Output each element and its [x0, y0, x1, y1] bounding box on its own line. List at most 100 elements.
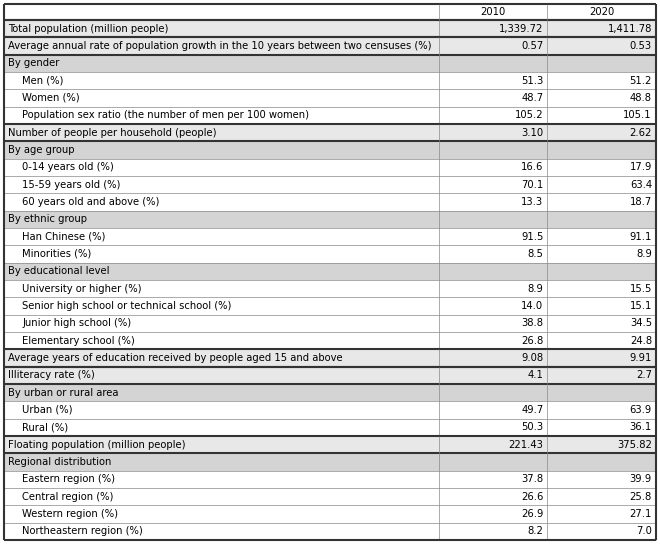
Text: 18.7: 18.7 [630, 197, 652, 207]
Text: 63.4: 63.4 [630, 180, 652, 190]
Bar [4, 453, 656, 471]
Bar [4, 141, 656, 159]
Text: 27.1: 27.1 [630, 509, 652, 519]
Bar [4, 280, 656, 298]
Text: 51.2: 51.2 [630, 76, 652, 85]
Text: 48.7: 48.7 [521, 93, 543, 103]
Text: 3.10: 3.10 [521, 128, 543, 138]
Text: 8.9: 8.9 [527, 283, 543, 294]
Text: Illiteracy rate (%): Illiteracy rate (%) [8, 370, 95, 380]
Text: 51.3: 51.3 [521, 76, 543, 85]
Bar [4, 436, 656, 453]
Text: 1,339.72: 1,339.72 [499, 24, 543, 34]
Text: 26.8: 26.8 [521, 336, 543, 345]
Text: Total population (million people): Total population (million people) [8, 24, 168, 34]
Text: Average years of education received by people aged 15 and above: Average years of education received by p… [8, 353, 343, 363]
Text: Rural (%): Rural (%) [22, 422, 69, 432]
Bar [4, 263, 656, 280]
Text: 13.3: 13.3 [521, 197, 543, 207]
Bar [4, 523, 656, 540]
Text: 2.7: 2.7 [636, 370, 652, 380]
Bar [4, 176, 656, 193]
Bar [4, 384, 656, 401]
Text: 2.62: 2.62 [630, 128, 652, 138]
Text: 50.3: 50.3 [521, 422, 543, 432]
Text: Northeastern region (%): Northeastern region (%) [22, 527, 143, 536]
Text: 1,411.78: 1,411.78 [608, 24, 652, 34]
Text: 49.7: 49.7 [521, 405, 543, 415]
Text: 15.5: 15.5 [630, 283, 652, 294]
Text: Urban (%): Urban (%) [22, 405, 73, 415]
Text: Elementary school (%): Elementary school (%) [22, 336, 135, 345]
Text: 4.1: 4.1 [527, 370, 543, 380]
Text: 15.1: 15.1 [630, 301, 652, 311]
Text: Average annual rate of population growth in the 10 years between two censuses (%: Average annual rate of population growth… [8, 41, 432, 51]
Text: 8.2: 8.2 [527, 527, 543, 536]
Bar [4, 38, 656, 54]
Text: 36.1: 36.1 [630, 422, 652, 432]
Text: 38.8: 38.8 [521, 318, 543, 329]
Text: 34.5: 34.5 [630, 318, 652, 329]
Text: University or higher (%): University or higher (%) [22, 283, 142, 294]
Text: 16.6: 16.6 [521, 162, 543, 172]
Text: 26.6: 26.6 [521, 492, 543, 502]
Text: 60 years old and above (%): 60 years old and above (%) [22, 197, 160, 207]
Text: 221.43: 221.43 [508, 440, 543, 450]
Text: By gender: By gender [8, 58, 59, 69]
Text: 0.57: 0.57 [521, 41, 543, 51]
Bar [4, 245, 656, 263]
Text: 2010: 2010 [480, 7, 506, 17]
Text: 2020: 2020 [589, 7, 614, 17]
Text: By age group: By age group [8, 145, 75, 155]
Text: 91.5: 91.5 [521, 232, 543, 242]
Bar [4, 471, 656, 488]
Bar [4, 107, 656, 124]
Bar [4, 89, 656, 107]
Bar [4, 332, 656, 349]
Bar [4, 419, 656, 436]
Text: Senior high school or technical school (%): Senior high school or technical school (… [22, 301, 232, 311]
Bar [4, 298, 656, 314]
Text: 48.8: 48.8 [630, 93, 652, 103]
Bar [4, 349, 656, 367]
Text: By urban or rural area: By urban or rural area [8, 388, 119, 398]
Text: 14.0: 14.0 [521, 301, 543, 311]
Text: 7.0: 7.0 [636, 527, 652, 536]
Text: Women (%): Women (%) [22, 93, 80, 103]
Text: Regional distribution: Regional distribution [8, 457, 112, 467]
Text: 91.1: 91.1 [630, 232, 652, 242]
Text: 9.08: 9.08 [521, 353, 543, 363]
Text: Floating population (million people): Floating population (million people) [8, 440, 185, 450]
Text: 9.91: 9.91 [630, 353, 652, 363]
Bar [4, 193, 656, 211]
Text: By educational level: By educational level [8, 267, 110, 276]
Bar [4, 505, 656, 523]
Bar [4, 54, 656, 72]
Text: 63.9: 63.9 [630, 405, 652, 415]
Text: Junior high school (%): Junior high school (%) [22, 318, 131, 329]
Text: 70.1: 70.1 [521, 180, 543, 190]
Text: 375.82: 375.82 [617, 440, 652, 450]
Bar [4, 401, 656, 419]
Text: 8.5: 8.5 [527, 249, 543, 259]
Text: Han Chinese (%): Han Chinese (%) [22, 232, 106, 242]
Text: 24.8: 24.8 [630, 336, 652, 345]
Text: 37.8: 37.8 [521, 474, 543, 484]
Text: Men (%): Men (%) [22, 76, 64, 85]
Bar [4, 211, 656, 228]
Bar [4, 72, 656, 89]
Text: 15-59 years old (%): 15-59 years old (%) [22, 180, 121, 190]
Text: Population sex ratio (the number of men per 100 women): Population sex ratio (the number of men … [22, 110, 310, 120]
Bar [4, 20, 656, 38]
Text: 0-14 years old (%): 0-14 years old (%) [22, 162, 114, 172]
Text: 0.53: 0.53 [630, 41, 652, 51]
Text: By ethnic group: By ethnic group [8, 214, 87, 224]
Bar [4, 228, 656, 245]
Bar [4, 367, 656, 384]
Text: 105.1: 105.1 [624, 110, 652, 120]
Bar [4, 488, 656, 505]
Text: 26.9: 26.9 [521, 509, 543, 519]
Text: Minorities (%): Minorities (%) [22, 249, 92, 259]
Text: Number of people per household (people): Number of people per household (people) [8, 128, 216, 138]
Text: 17.9: 17.9 [630, 162, 652, 172]
